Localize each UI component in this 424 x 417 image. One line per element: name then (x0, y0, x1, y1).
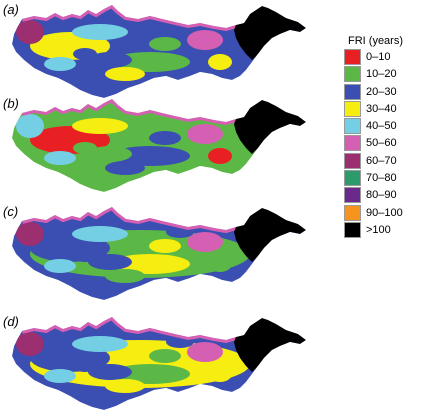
map-region (88, 146, 132, 162)
map-region (73, 142, 97, 154)
legend-item: 60–70 (344, 152, 424, 170)
map-region (44, 369, 76, 383)
map-region (16, 20, 44, 44)
map-region (149, 37, 181, 51)
legend-label: 30–40 (366, 102, 397, 115)
legend-swatch (344, 221, 361, 238)
legend-label: >100 (366, 223, 391, 236)
legend-item: 30–40 (344, 100, 424, 118)
map-panel-a: (a) (0, 2, 310, 102)
map-region (16, 222, 44, 246)
legend-swatch (344, 187, 361, 204)
legend-swatch (344, 83, 361, 100)
map-region (73, 250, 97, 262)
legend-swatch (344, 100, 361, 117)
legend-item: 0–10 (344, 49, 424, 66)
map-region (149, 239, 181, 253)
map-region (208, 366, 232, 382)
panel-label: (d) (3, 314, 19, 329)
legend-item: 40–50 (344, 118, 424, 135)
legend-label: 80–90 (366, 189, 397, 202)
legend-item: 10–20 (344, 66, 424, 83)
map-panel-b: (b) (0, 96, 310, 196)
map-region (105, 161, 145, 175)
map-region (72, 226, 128, 242)
fri-map-b (12, 99, 306, 192)
panel-label: (c) (3, 204, 19, 219)
panel-label: (b) (3, 96, 19, 111)
legend-swatch (344, 152, 361, 169)
legend-item: 70–80 (344, 170, 424, 187)
map-region (72, 24, 128, 40)
map-region (208, 256, 232, 272)
map-region (44, 57, 76, 71)
map-region (149, 349, 181, 363)
legend-label: 0–10 (366, 51, 391, 63)
legend-items: 0–10 10–20 20–30 30–40 40–50 50–60 60–70 70–80 8… (344, 49, 424, 239)
legend-swatch (344, 118, 361, 135)
legend-label: 90–100 (366, 206, 403, 219)
legend-item: 90–100 (344, 204, 424, 222)
map-region (105, 379, 145, 393)
legend-label: 10–20 (366, 68, 397, 81)
map-region (88, 364, 132, 380)
map-region (187, 342, 223, 362)
legend-item: >100 (344, 221, 424, 239)
map-region (105, 67, 145, 81)
legend-label: 50–60 (366, 137, 397, 150)
fri-legend: FRI (years) 0–10 10–20 20–30 30–40 40–50 50–6… (344, 33, 424, 239)
map-region (208, 54, 232, 70)
legend-swatch (344, 66, 361, 83)
legend-label: 20–30 (366, 85, 397, 98)
map-region (187, 124, 223, 144)
map-region (88, 52, 132, 68)
map-region (73, 48, 97, 60)
fri-map-c (12, 207, 306, 300)
fri-map-d (12, 317, 306, 410)
legend-swatch (344, 135, 361, 152)
map-panel-c: (c) (0, 204, 310, 304)
map-region (44, 151, 76, 165)
map-region (208, 148, 232, 164)
legend-swatch (344, 170, 361, 187)
legend-label: 60–70 (366, 154, 397, 167)
legend-item: 20–30 (344, 83, 424, 101)
panel-label: (a) (3, 2, 19, 17)
map-region (16, 114, 44, 138)
legend-title: FRI (years) (348, 35, 403, 47)
legend-item: 50–60 (344, 135, 424, 152)
map-region (149, 131, 181, 145)
map-region (16, 332, 44, 356)
fri-map-a (12, 5, 306, 98)
map-panel-d: (d) (0, 314, 310, 414)
map-region (72, 336, 128, 352)
map-region (187, 232, 223, 252)
legend-swatch (344, 49, 361, 65)
map-region (187, 30, 223, 50)
legend-swatch (344, 204, 361, 221)
map-region (105, 269, 145, 283)
legend-label: 40–50 (366, 120, 397, 133)
map-region (88, 254, 132, 270)
map-region (73, 360, 97, 372)
map-region (44, 259, 76, 273)
map-region (72, 118, 128, 134)
legend-label: 70–80 (366, 172, 397, 185)
legend-item: 80–90 (344, 187, 424, 204)
